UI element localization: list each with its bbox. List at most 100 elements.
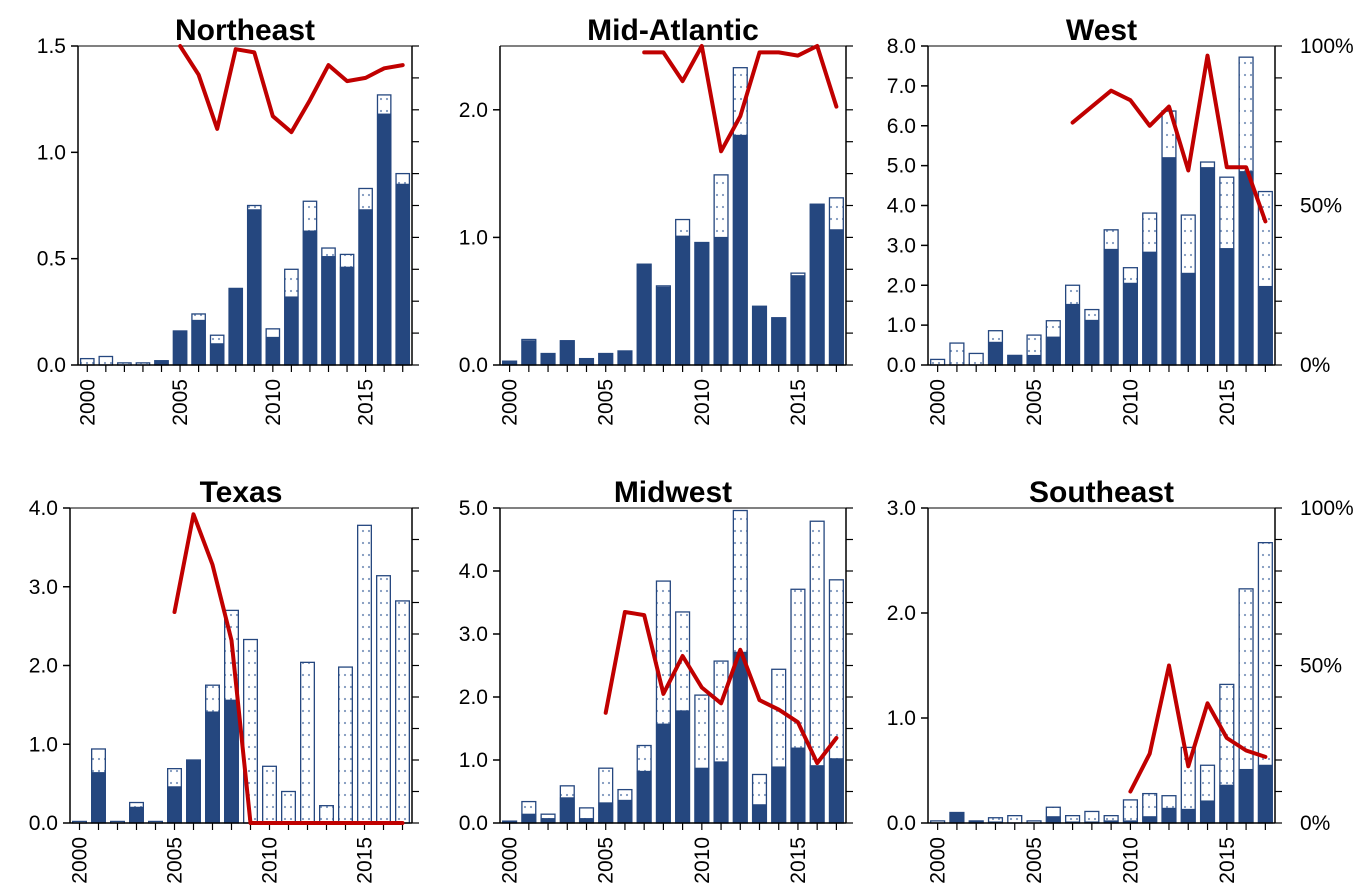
y-tick-label: 0.0 [37, 354, 66, 377]
x-tick-label: 2015 [787, 379, 810, 426]
bar-hatched [262, 765, 277, 824]
y-tick-label: 2.0 [887, 602, 916, 625]
y-tick-label: 1.0 [29, 733, 58, 756]
bar-hatched [930, 358, 946, 366]
x-tick-label: 2005 [595, 837, 618, 884]
bar-solid [1161, 807, 1177, 824]
bar-solid [1065, 303, 1081, 366]
bar-solid [284, 296, 299, 366]
x-tick-label: 2010 [259, 837, 282, 884]
share-line [178, 44, 405, 135]
right-tick-label: 50% [1300, 655, 1342, 678]
bar-hatched [357, 524, 372, 824]
x-tick-label: 2010 [262, 379, 285, 426]
y-tick-label: 3.0 [887, 497, 916, 520]
y-tick-label: 1.0 [887, 314, 916, 337]
bar-solid [790, 747, 806, 824]
share-line [1070, 53, 1268, 224]
bar-solid [540, 353, 556, 366]
bar-hatched [79, 357, 95, 366]
y-tick-label: 1.0 [459, 226, 488, 249]
y-tick-label: 7.0 [887, 75, 916, 98]
chart-panel-west: West 0.0 1.0 2.0 3.0 4.0 5.0 6.0 7.0 8.0 0% 50% 100%… [887, 14, 1354, 426]
y-tick-label: 1.0 [459, 749, 488, 772]
bar-solid [209, 343, 225, 366]
bar-solid [1180, 272, 1196, 366]
bar-solid [1161, 157, 1177, 366]
bar-solid [521, 340, 537, 366]
bar-solid [1200, 167, 1215, 366]
y-tick-label: 0.0 [459, 812, 488, 835]
y-tick-label: 2.0 [29, 655, 58, 678]
bar-solid [1007, 354, 1023, 366]
bar-solid [1084, 319, 1100, 366]
x-tick-label: 2005 [1023, 837, 1046, 884]
x-tick-label: 2015 [355, 379, 378, 426]
chart-title: Midwest [614, 476, 732, 509]
bar-hatched [395, 600, 410, 824]
chart-panel-northeast: Northeast 0.0 0.5 1.0 1.5 2000 2005 2010 2015 [37, 14, 419, 426]
bar-solid [809, 203, 825, 366]
bar-solid [636, 770, 652, 824]
bar-solid [395, 183, 410, 366]
y-tick-label: 4.0 [887, 195, 916, 218]
y-tick-label: 0.0 [459, 354, 488, 377]
chart-title: Texas [200, 476, 283, 509]
right-tick-label: 0% [1300, 812, 1330, 835]
bar-solid [1238, 768, 1254, 824]
bar-solid [1238, 171, 1254, 366]
bar-solid [579, 358, 594, 366]
x-tick-label: 2005 [595, 379, 618, 426]
bar-solid [1200, 800, 1215, 824]
chart-title: Mid-Atlantic [587, 14, 759, 47]
bar-solid [191, 319, 206, 366]
bar-solid [636, 263, 652, 366]
y-tick-label: 0.0 [887, 812, 916, 835]
y-tick-label: 4.0 [459, 560, 488, 583]
y-tick-label: 1.0 [37, 141, 66, 164]
y-tick-label: 4.0 [29, 497, 58, 520]
bar-solid [186, 759, 201, 824]
x-tick-label: 2010 [1119, 837, 1142, 884]
bar-solid [675, 235, 691, 366]
bar-solid [1257, 764, 1273, 824]
bar-solid [771, 766, 787, 824]
chart-title: Northeast [175, 14, 315, 47]
bar-solid [1257, 285, 1273, 366]
bar-hatched [949, 342, 965, 366]
bar-solid [790, 275, 806, 366]
x-tick-label: 2015 [1216, 837, 1239, 884]
bar-solid [129, 806, 144, 824]
bar-solid [559, 340, 575, 366]
right-tick-label: 100% [1300, 35, 1354, 58]
chart-panel-southeast: Southeast 0.0 1.0 2.0 3.0 0% 50% 100% 2000 2005 20… [887, 476, 1354, 884]
bar-solid [1122, 282, 1138, 366]
y-tick-label: 3.0 [887, 234, 916, 257]
y-tick-label: 2.0 [887, 274, 916, 297]
chart-title: West [1066, 14, 1137, 47]
bar-solid [809, 765, 825, 824]
bar-solid [1142, 251, 1158, 366]
y-tick-label: 0.0 [29, 812, 58, 835]
chart-panel-texas: Texas 0.0 1.0 2.0 3.0 4.0 2000 2005 2010 2015 [29, 476, 419, 884]
bar-hatched [376, 575, 391, 824]
bar-hatched [281, 790, 296, 824]
x-tick-label: 2000 [927, 837, 950, 884]
x-tick-label: 2010 [691, 837, 714, 884]
right-tick-label: 0% [1300, 354, 1330, 377]
bar-solid [376, 113, 392, 366]
bar-solid [321, 256, 336, 366]
bar-solid [988, 341, 1003, 366]
bar-solid [713, 761, 729, 824]
bar-solid [617, 799, 633, 824]
bar-solid [655, 723, 671, 824]
x-tick-label: 2005 [1023, 379, 1046, 426]
x-tick-label: 2000 [927, 379, 950, 426]
y-tick-label: 8.0 [887, 35, 916, 58]
x-tick-label: 2010 [1119, 379, 1142, 426]
x-tick-label: 2000 [76, 379, 99, 426]
x-tick-label: 2000 [499, 379, 522, 426]
x-tick-label: 2015 [787, 837, 810, 884]
bar-solid [675, 710, 691, 824]
right-tick-label: 50% [1300, 195, 1342, 218]
